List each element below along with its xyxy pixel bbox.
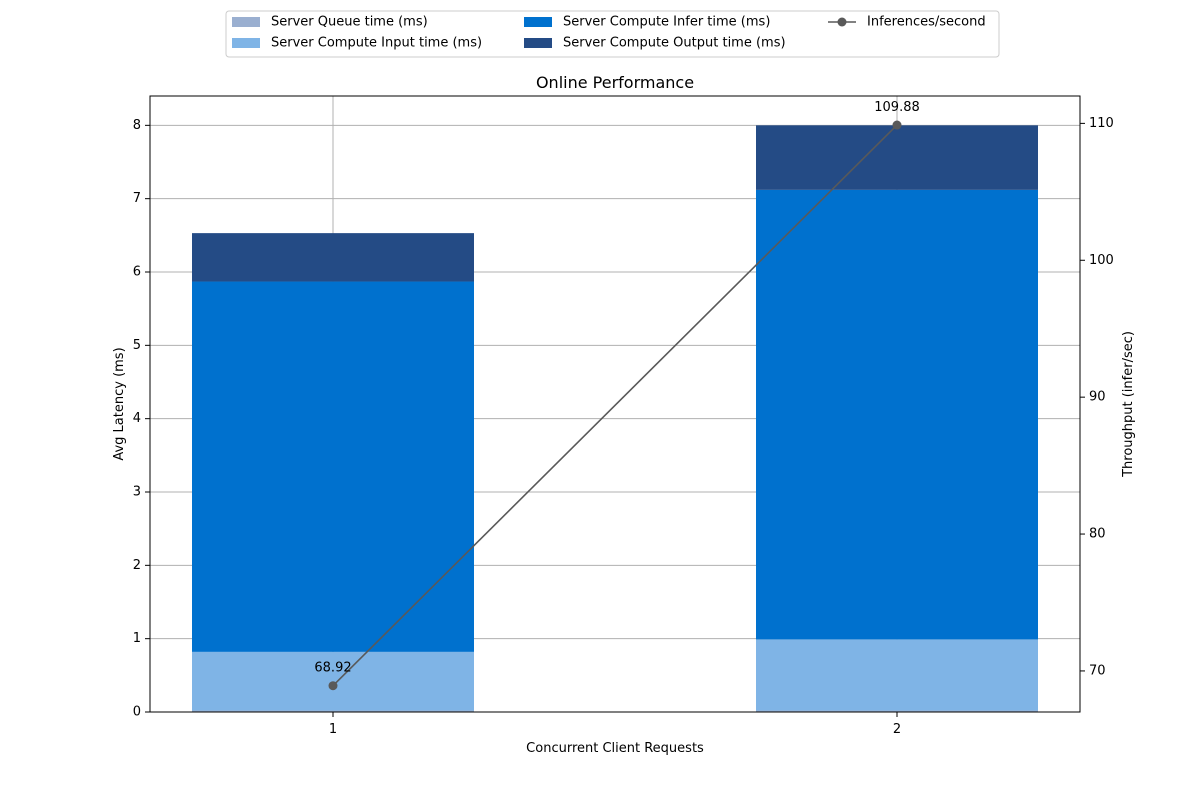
throughput-point [892,120,902,130]
axes-layer: 0 1 2 3 4 5 6 7 8 70 80 90 100 110 1 2 [133,116,1114,737]
legend-label: Inferences/second [867,15,986,30]
legend-label: Server Queue time (ms) [271,15,428,30]
y-tick-label: 7 [133,191,141,206]
legend-swatch [232,17,260,27]
bar-segment [756,125,1038,190]
y2-tick-label: 70 [1089,663,1106,678]
throughput-line [332,124,898,687]
x-tick-label: 1 [329,722,337,737]
legend-swatch [524,17,552,27]
bar-segment [756,639,1038,711]
legend-label: Server Compute Output time (ms) [563,36,786,51]
y-tick-label: 0 [133,705,141,720]
legend-marker [837,17,847,27]
y-tick-label: 2 [133,558,141,573]
line-layer: 68.92 109.88 [314,100,920,691]
bar-segment [192,710,474,712]
y-tick-label: 3 [133,485,141,500]
y-axis-label: Avg Latency (ms) [112,347,127,460]
throughput-data-label: 68.92 [314,661,351,676]
legend-frame [225,10,1000,58]
x-axis-label: Concurrent Client Requests [526,741,704,756]
y2-tick-label: 90 [1089,390,1106,405]
y2-axis-label: Throughput (infer/sec) [1121,331,1136,478]
y2-tick-label: 100 [1089,253,1114,268]
bar-segment [192,651,474,711]
legend-swatch [524,38,552,48]
throughput-data-label: 109.88 [874,100,920,115]
bar-segment [192,233,474,282]
y2-tick-label: 80 [1089,527,1106,542]
legend-label: Server Compute Infer time (ms) [563,15,770,30]
bars-layer [192,125,1038,712]
throughput-point [328,681,338,691]
legend: Server Queue time (ms) Server Compute Inp… [225,10,1000,58]
y-tick-label: 8 [133,118,141,133]
y-tick-label: 4 [133,411,141,426]
y2-tick-label: 110 [1089,116,1114,131]
bar-segment [756,710,1038,712]
x-tick-label: 2 [893,722,901,737]
chart-title: Online Performance [536,73,694,92]
legend-swatch [232,38,260,48]
bar-segment [756,189,1038,640]
y-tick-label: 1 [133,631,141,646]
plot-frame [149,95,1081,713]
legend-label: Server Compute Input time (ms) [271,36,482,51]
bar-segment [192,281,474,652]
y-tick-label: 5 [133,338,141,353]
y-tick-label: 6 [133,265,141,280]
